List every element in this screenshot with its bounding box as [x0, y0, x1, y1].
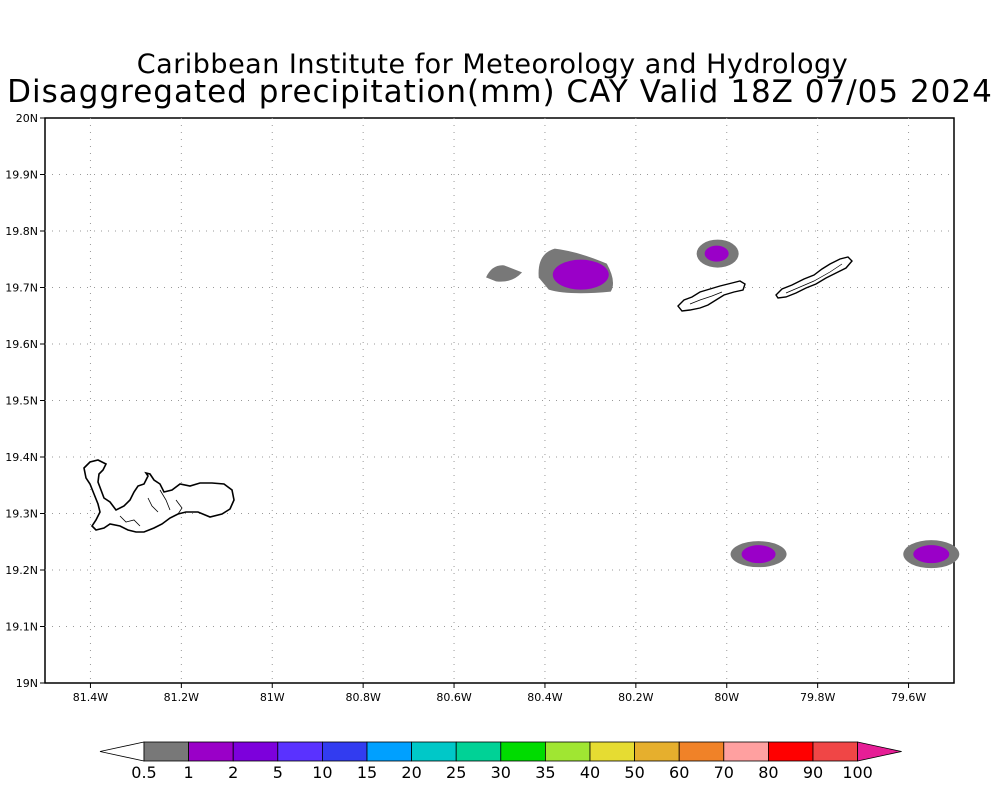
precip-cell [730, 541, 787, 568]
lat-tick-label: 19.6N [5, 338, 38, 351]
colorbar-label: 1 [184, 763, 194, 782]
colorbar-label: 35 [535, 763, 555, 782]
precip-contour-1 [552, 259, 609, 290]
lat-tick-label: 20N [16, 112, 38, 125]
colorbar-label: 0.5 [131, 763, 156, 782]
lat-tick-label: 19.4N [5, 451, 38, 464]
precip-cell [903, 540, 960, 569]
chart-subtitle: Disaggregated precipitation(mm) CAY Vali… [7, 74, 993, 110]
lat-tick-label: 19.2N [5, 564, 38, 577]
lon-tick-label: 81W [260, 691, 285, 704]
colorbar-label: 70 [714, 763, 734, 782]
precip-contour-1 [913, 545, 950, 564]
colorbar-label: 50 [624, 763, 644, 782]
colorbar-label: 5 [273, 763, 283, 782]
lon-tick-label: 80.4W [527, 691, 562, 704]
precipitation-field [486, 239, 960, 569]
colorbar-swatch [768, 741, 814, 762]
lon-tick-label: 80.6W [436, 691, 471, 704]
colorbar-label: 30 [491, 763, 511, 782]
colorbar-swatch [589, 741, 635, 762]
graticule [45, 118, 954, 683]
precip-cell [486, 265, 523, 282]
colorbar-label: 2 [228, 763, 238, 782]
lon-tick-label: 79.6W [891, 691, 926, 704]
precip-contour-0.5 [486, 265, 523, 282]
colorbar-label: 20 [401, 763, 421, 782]
colorbar-label: 40 [580, 763, 600, 782]
lon-tick-label: 79.8W [800, 691, 835, 704]
colorbar-swatch [99, 741, 145, 762]
colorbar-swatch [366, 741, 412, 762]
lat-tick-label: 19.1N [5, 621, 38, 634]
island-little-cayman [677, 280, 746, 312]
lat-tick-label: 19.3N [5, 508, 38, 521]
lat-tick-label: 19.9N [5, 169, 38, 182]
lon-tick-label: 81.2W [164, 691, 199, 704]
colorbar-label: 90 [803, 763, 823, 782]
lon-tick-label: 80.8W [345, 691, 380, 704]
lat-tick-label: 19.8N [5, 225, 38, 238]
island-grand-cayman [83, 459, 235, 533]
axis-labels: 19N 19.1N 19.2N 19.3N 19.4N 19.5N 19.6N 19.7N 19… [5, 112, 926, 704]
colorbar-swatch [455, 741, 502, 762]
colorbar-swatch [232, 741, 279, 762]
lat-tick-label: 19N [16, 677, 38, 690]
chart-title: Caribbean Institute for Meteorology and … [136, 49, 849, 80]
colorbar-label: 25 [446, 763, 466, 782]
colorbar: 0.5 1 2 5 10 15 20 25 30 35 40 50 60 70 80 90 100 [99, 741, 902, 782]
lon-tick-label: 80W [714, 691, 739, 704]
lat-tick-label: 19.7N [5, 282, 38, 295]
precip-contour-1 [704, 245, 729, 262]
colorbar-swatch [678, 741, 725, 762]
colorbar-swatch [277, 741, 323, 762]
colorbar-swatch [500, 741, 546, 762]
colorbar-swatch [723, 741, 769, 762]
island-cayman-brac [775, 256, 853, 299]
colorbar-swatch [188, 741, 234, 762]
lon-tick-label: 81.4W [73, 691, 108, 704]
colorbar-label: 100 [842, 763, 873, 782]
precip-cell [696, 239, 739, 268]
colorbar-label: 60 [669, 763, 689, 782]
colorbar-swatch [857, 741, 902, 762]
colorbar-swatch [634, 741, 680, 762]
colorbar-swatch [545, 741, 591, 762]
lat-tick-label: 19.5N [5, 395, 38, 408]
colorbar-label: 80 [758, 763, 778, 782]
colorbar-swatch [411, 741, 457, 762]
colorbar-swatch [321, 741, 368, 762]
precip-cell [538, 248, 614, 294]
colorbar-swatch [143, 741, 189, 762]
colorbar-swatch [812, 741, 858, 762]
lon-tick-label: 80.2W [618, 691, 653, 704]
precip-contour-1 [741, 545, 776, 564]
colorbar-label: 10 [312, 763, 332, 782]
colorbar-label: 15 [357, 763, 377, 782]
